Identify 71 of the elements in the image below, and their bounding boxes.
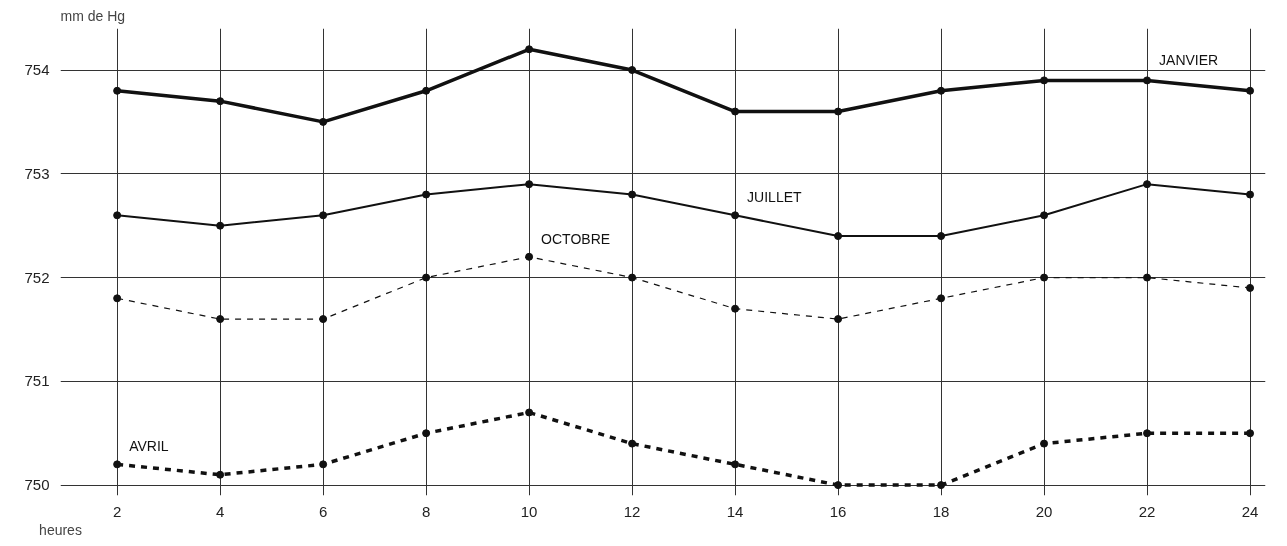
y-tick-label: 751 xyxy=(24,372,50,390)
point xyxy=(525,180,534,189)
point xyxy=(834,232,843,241)
x-tick-label: 16 xyxy=(829,502,847,520)
point xyxy=(319,315,328,324)
point xyxy=(1246,429,1255,438)
point xyxy=(319,460,328,469)
point xyxy=(937,294,946,303)
point xyxy=(1143,429,1152,438)
point xyxy=(319,211,328,220)
point xyxy=(422,190,431,199)
point xyxy=(937,232,946,241)
series-label: AVRIL xyxy=(129,438,169,455)
y-tick-label: 753 xyxy=(24,164,50,182)
point xyxy=(731,211,740,220)
point xyxy=(113,460,122,469)
point xyxy=(525,45,534,54)
y-tick-label: 754 xyxy=(24,61,50,79)
point xyxy=(113,294,122,303)
point xyxy=(1246,190,1255,199)
point xyxy=(731,460,740,469)
point xyxy=(1040,439,1049,448)
point xyxy=(1143,76,1152,85)
point xyxy=(1143,180,1152,189)
y-axis-title: mm de Hg xyxy=(60,7,126,24)
x-tick-label: 10 xyxy=(520,502,538,520)
point xyxy=(216,97,225,106)
y-tick-label: 752 xyxy=(24,268,50,286)
point xyxy=(422,86,431,95)
point xyxy=(525,252,534,261)
x-tick-label: 12 xyxy=(623,502,641,520)
point xyxy=(216,470,225,479)
x-tick-label: 8 xyxy=(421,502,431,520)
x-tick-label: 22 xyxy=(1138,502,1156,520)
x-tick-label: 24 xyxy=(1241,502,1259,520)
series-label: OCTOBRE xyxy=(541,230,611,247)
x-tick-label: 18 xyxy=(932,502,950,520)
point xyxy=(319,117,328,126)
point xyxy=(628,66,637,74)
series-label: JANVIER xyxy=(1159,52,1219,69)
x-tick-label: 2 xyxy=(112,502,122,520)
point xyxy=(1246,283,1255,292)
point xyxy=(422,273,431,282)
x-tick-label: 6 xyxy=(318,502,328,520)
point xyxy=(1040,273,1049,282)
point xyxy=(628,439,637,448)
point xyxy=(937,481,946,490)
point xyxy=(216,221,225,230)
point xyxy=(113,211,122,220)
point xyxy=(731,107,740,116)
y-tick-label: 750 xyxy=(24,476,50,494)
point xyxy=(422,429,431,438)
point xyxy=(525,408,534,417)
point xyxy=(216,315,225,324)
point xyxy=(834,107,843,116)
point xyxy=(1143,273,1152,282)
x-tick-label: 14 xyxy=(726,502,744,520)
point xyxy=(731,304,740,313)
point xyxy=(1246,86,1255,95)
point xyxy=(628,273,637,282)
point xyxy=(628,190,637,199)
series-label: JUILLET xyxy=(747,189,802,206)
x-tick-label: 20 xyxy=(1035,502,1053,520)
point xyxy=(937,86,946,95)
point xyxy=(1040,211,1049,220)
point xyxy=(1040,76,1049,85)
x-axis-title: heures xyxy=(39,521,82,538)
point xyxy=(113,86,122,95)
point xyxy=(834,481,843,490)
x-tick-label: 4 xyxy=(215,502,225,520)
point xyxy=(834,315,843,324)
